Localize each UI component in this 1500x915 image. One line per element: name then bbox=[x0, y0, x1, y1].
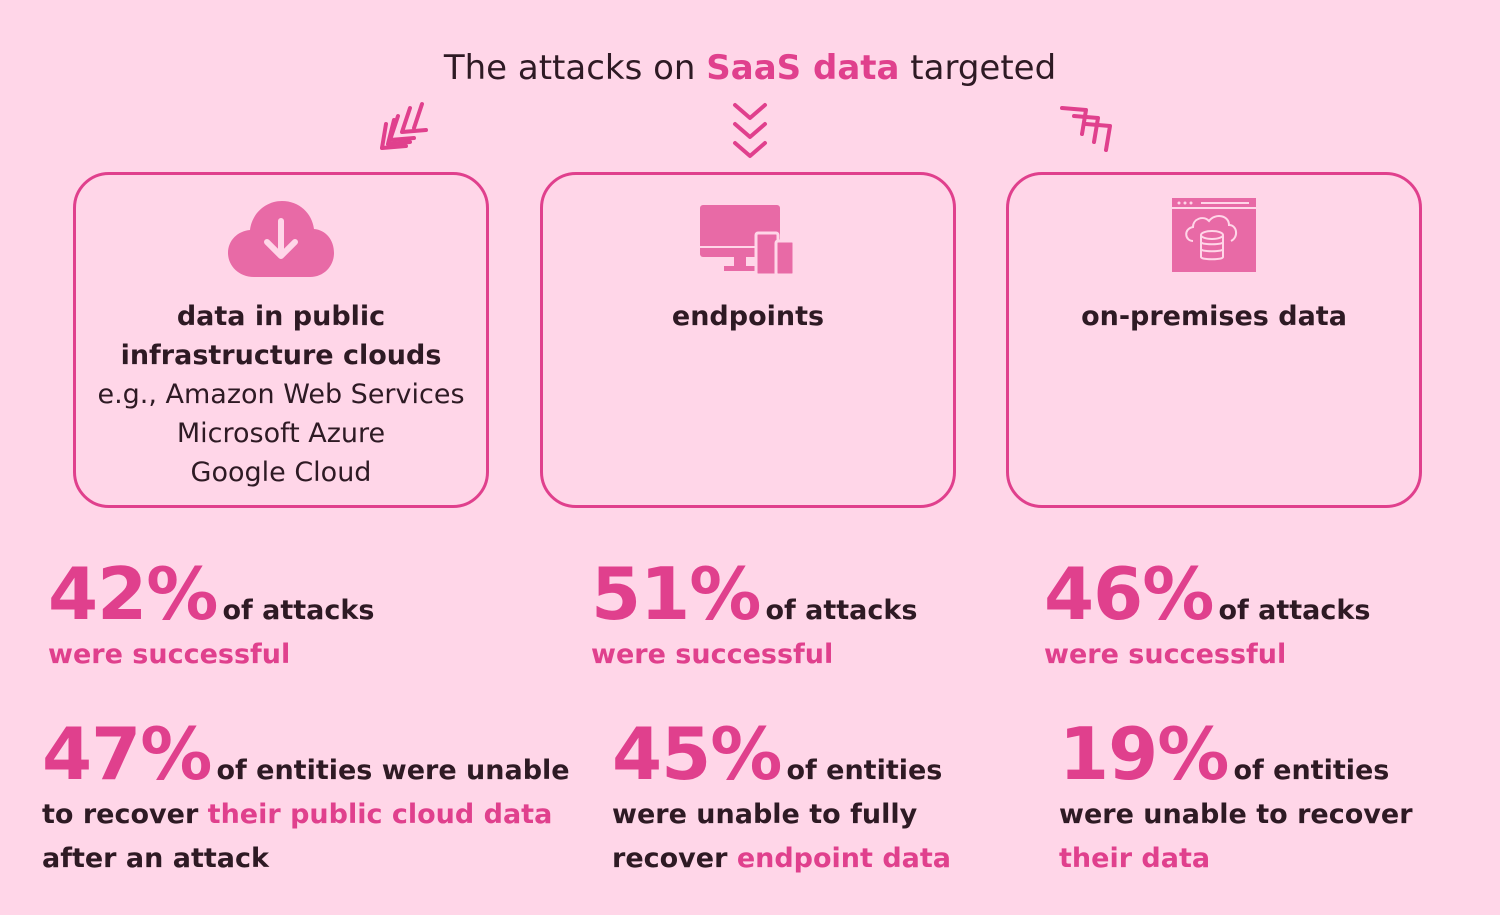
stat-percent: 42% bbox=[48, 552, 218, 636]
title-prefix: The attacks on bbox=[443, 48, 707, 88]
stat-percent: 45% bbox=[612, 712, 782, 796]
stat-percent: 46% bbox=[1044, 552, 1214, 636]
recovery-stat-on-premises: 19% of entities were unable to recover t… bbox=[1059, 712, 1413, 874]
chevrons-left-icon bbox=[380, 102, 428, 150]
cloud-download-icon bbox=[228, 201, 334, 277]
card-label: endpoints bbox=[671, 301, 825, 332]
detail-line: Google Cloud bbox=[190, 457, 372, 488]
chevrons-down-icon bbox=[733, 103, 767, 158]
card-label: on-premises data bbox=[1081, 301, 1347, 332]
stat-percent: 51% bbox=[591, 552, 761, 636]
success-stat-clouds: 42% of attacks were successful bbox=[48, 552, 375, 670]
detail-line: e.g., Amazon Web Services bbox=[97, 379, 465, 410]
chevrons-right-icon bbox=[1060, 106, 1112, 152]
card-label: data in public infrastructure clouds bbox=[120, 301, 442, 371]
card-details: e.g., Amazon Web Services Microsoft Azur… bbox=[76, 375, 486, 492]
stat-percent: 47% bbox=[42, 712, 212, 796]
recovery-stat-clouds: 47% of entities were unable to recover t… bbox=[42, 712, 570, 874]
page-title: The attacks on SaaS data targeted bbox=[0, 48, 1500, 88]
title-suffix: targeted bbox=[899, 48, 1057, 88]
success-stat-endpoints: 51% of attacks were successful bbox=[591, 552, 918, 670]
card-endpoints: endpoints bbox=[540, 172, 956, 508]
stat-percent: 19% bbox=[1059, 712, 1229, 796]
devices-icon bbox=[700, 205, 796, 277]
detail-line: Microsoft Azure bbox=[176, 418, 386, 449]
title-highlight: SaaS data bbox=[706, 48, 900, 88]
cloud-database-browser-icon bbox=[1172, 198, 1256, 272]
card-public-clouds: data in public infrastructure clouds e.g… bbox=[73, 172, 489, 508]
recovery-stat-endpoints: 45% of entities were unable to fully rec… bbox=[612, 712, 952, 874]
card-on-premises: on-premises data bbox=[1006, 172, 1422, 508]
success-stat-on-premises: 46% of attacks were successful bbox=[1044, 552, 1371, 670]
